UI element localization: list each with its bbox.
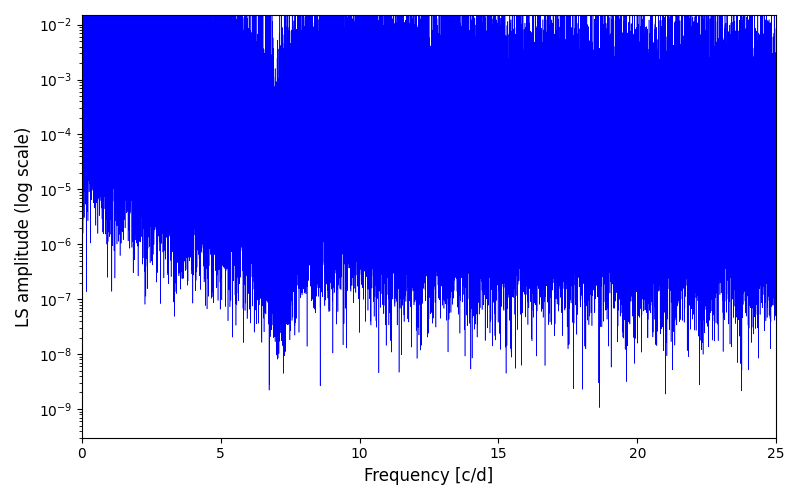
Y-axis label: LS amplitude (log scale): LS amplitude (log scale) <box>15 126 33 326</box>
X-axis label: Frequency [c/d]: Frequency [c/d] <box>364 467 494 485</box>
